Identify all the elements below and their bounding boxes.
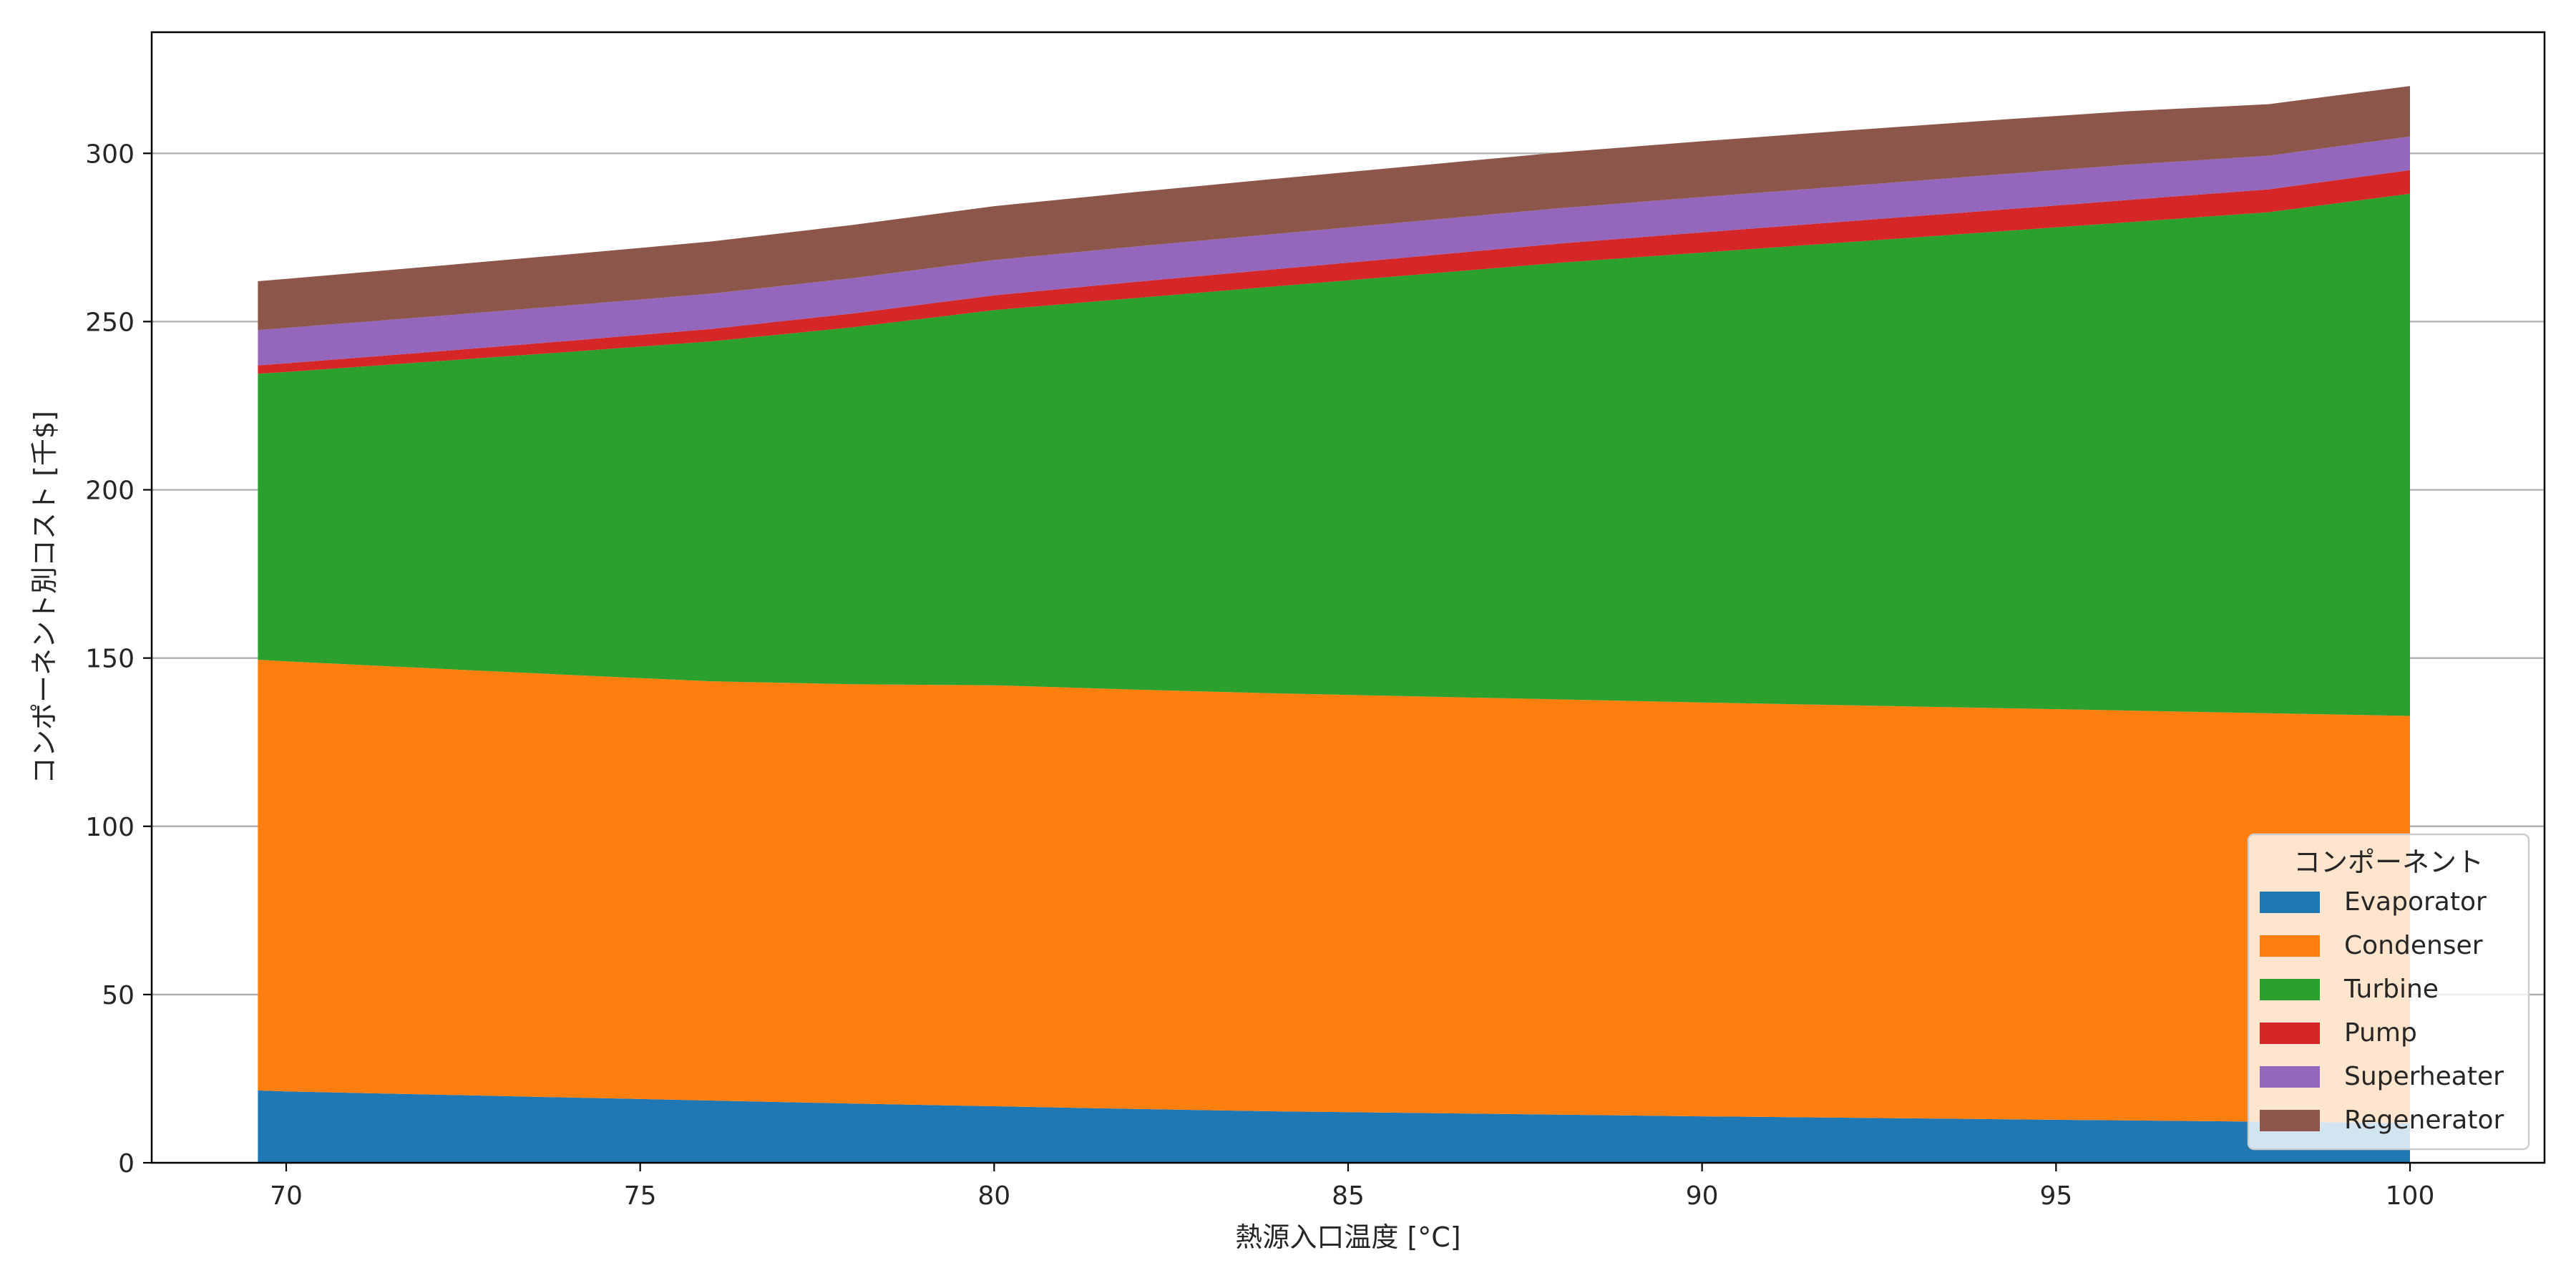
y-tick-label: 0 — [118, 1149, 135, 1179]
legend-label-condenser: Condenser — [2344, 931, 2483, 960]
y-axis-label: コンポーネント別コスト [千$] — [29, 411, 60, 784]
y-tick-label: 150 — [85, 645, 135, 674]
x-tick-label: 80 — [977, 1181, 1010, 1211]
legend-label-regenerator: Regenerator — [2344, 1106, 2504, 1135]
y-tick-label: 100 — [85, 813, 135, 842]
legend-swatch-pump — [2260, 1023, 2320, 1044]
legend-label-pump: Pump — [2344, 1018, 2417, 1048]
legend-swatch-regenerator — [2260, 1110, 2320, 1131]
area-superheater — [258, 136, 2411, 366]
x-tick-label: 90 — [1686, 1181, 1719, 1211]
legend-label-superheater: Superheater — [2344, 1062, 2504, 1091]
area-regenerator — [258, 86, 2411, 331]
plot-area: 70 75 80 85 90 95 100 0 50 100 150 200 250 300 熱源入口温度 … — [29, 31, 2546, 1253]
x-tick-label: 85 — [1332, 1181, 1365, 1211]
legend-swatch-turbine — [2260, 979, 2320, 1000]
x-tick-label: 100 — [2386, 1181, 2435, 1211]
x-tick-label: 75 — [624, 1181, 657, 1211]
legend-label-turbine: Turbine — [2343, 975, 2439, 1004]
area-evaporator — [258, 1090, 2411, 1163]
legend-title: コンポーネント — [2293, 847, 2484, 878]
legend: コンポーネント Evaporator Condenser Turbine Pump Sup… — [2247, 833, 2530, 1151]
y-tick-label: 250 — [85, 308, 135, 337]
x-tick-label: 95 — [2039, 1181, 2072, 1211]
area-condenser — [258, 660, 2411, 1123]
y-tick-label: 200 — [85, 477, 135, 506]
y-tick-label: 300 — [85, 140, 135, 169]
area-pump — [258, 170, 2411, 374]
x-axis-label: 熱源入口温度 [°C] — [1235, 1221, 1460, 1253]
legend-swatch-superheater — [2260, 1066, 2320, 1088]
area-turbine — [258, 193, 2411, 716]
legend-swatch-condenser — [2260, 935, 2320, 957]
y-tick-label: 50 — [102, 981, 135, 1010]
legend-label-evaporator: Evaporator — [2344, 887, 2487, 917]
legend-swatch-evaporator — [2260, 892, 2320, 913]
x-tick-label: 70 — [270, 1181, 303, 1211]
